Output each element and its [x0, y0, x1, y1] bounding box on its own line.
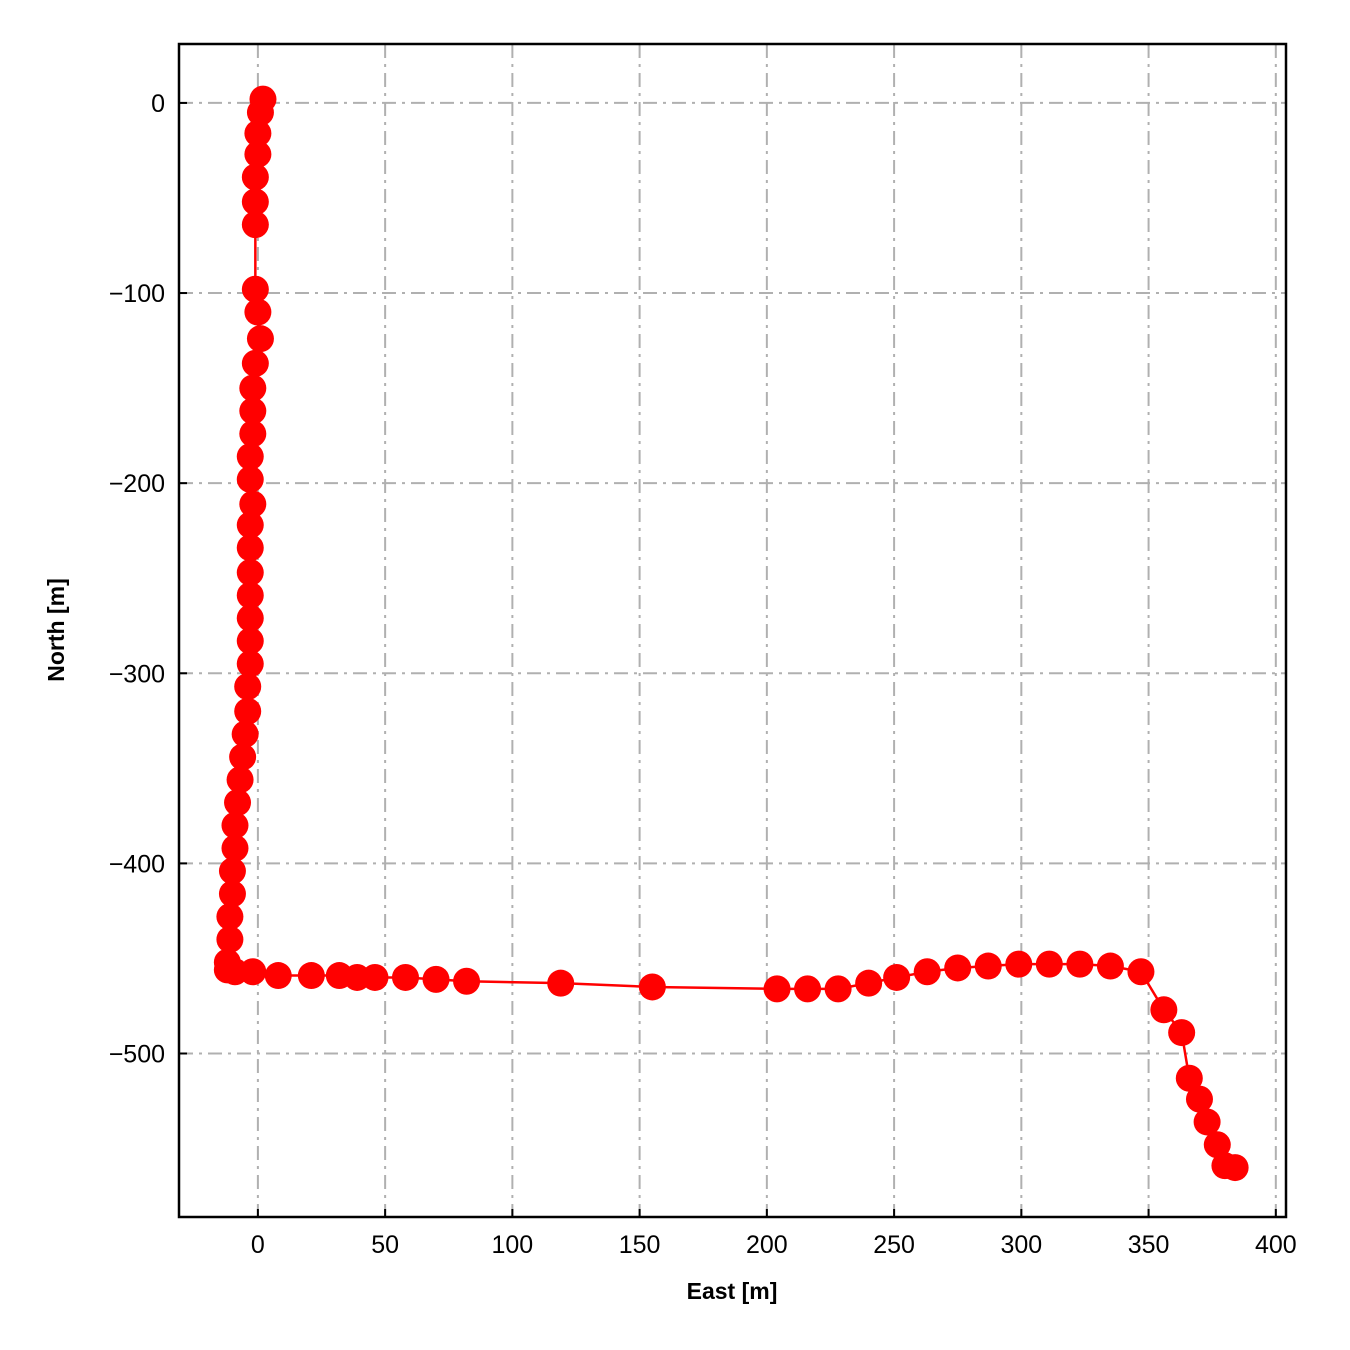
x-tick-label: 50	[371, 1231, 399, 1259]
trajectory-point	[547, 969, 575, 997]
trajectory-point	[239, 490, 267, 518]
trajectory-point	[241, 163, 269, 191]
trajectory-point	[1193, 1108, 1221, 1136]
trajectory-point	[241, 275, 269, 303]
x-tick-label: 300	[1000, 1231, 1042, 1259]
trajectory-point	[855, 969, 883, 997]
trajectory-point	[264, 962, 292, 990]
trajectory-point	[236, 559, 264, 587]
trajectory-point	[236, 650, 264, 678]
trajectory-point	[239, 397, 267, 425]
trajectory-point	[1168, 1019, 1196, 1047]
trajectory-point	[244, 140, 272, 168]
trajectory-point	[218, 857, 246, 885]
trajectory-point	[221, 834, 249, 862]
trajectory-point	[236, 534, 264, 562]
y-axis-ticks: 0 −100 −200 −300 −400 −500	[109, 90, 187, 1069]
y-tick-label: −400	[109, 850, 165, 878]
y-tick-label: −300	[109, 660, 165, 688]
trajectory-point	[244, 298, 272, 326]
x-axis-label: East [m]	[687, 1278, 778, 1304]
trajectory-point	[824, 975, 852, 1003]
trajectory-point	[1221, 1154, 1249, 1182]
trajectory-point	[239, 374, 267, 402]
trajectory-point	[1066, 950, 1094, 978]
grid	[179, 44, 1286, 1217]
trajectory-point	[638, 973, 666, 1001]
x-tick-label: 350	[1128, 1231, 1170, 1259]
trajectory-point	[1127, 958, 1155, 986]
trajectory-point	[236, 511, 264, 539]
trajectory-point	[1175, 1064, 1203, 1092]
x-tick-label: 250	[873, 1231, 915, 1259]
trajectory-point	[422, 965, 450, 993]
trajectory-point	[763, 975, 791, 1003]
trajectory-point	[361, 963, 389, 991]
y-tick-label: 0	[151, 90, 165, 118]
x-tick-label: 100	[492, 1231, 534, 1259]
x-axis-ticks: 0 50 100 150 200 250 300 350 400	[251, 1209, 1297, 1259]
y-tick-label: −200	[109, 470, 165, 498]
trajectory-point	[246, 98, 274, 126]
trajectory-point	[239, 420, 267, 448]
trajectory-point	[216, 925, 244, 953]
trajectory-point	[221, 811, 249, 839]
trajectory-point	[1096, 952, 1124, 980]
trajectory-point	[229, 743, 257, 771]
x-tick-label: 400	[1255, 1231, 1297, 1259]
trajectory-point	[974, 952, 1002, 980]
trajectory-point	[944, 954, 972, 982]
trajectory-line	[226, 98, 1236, 1169]
series-layer	[213, 85, 1249, 1182]
trajectory-point	[236, 443, 264, 471]
trajectory-point	[244, 119, 272, 147]
trajectory-point	[794, 975, 822, 1003]
trajectory-point	[236, 604, 264, 632]
trajectory-point	[241, 188, 269, 216]
x-tick-label: 200	[746, 1231, 788, 1259]
trajectory-point	[391, 963, 419, 991]
trajectory-point	[241, 349, 269, 377]
trajectory-point	[224, 789, 252, 817]
trajectory-point	[234, 673, 262, 701]
trajectory-point	[246, 325, 274, 353]
x-tick-label: 0	[251, 1231, 265, 1259]
trajectory-point	[236, 627, 264, 655]
trajectory-point	[236, 465, 264, 493]
trajectory-point	[1185, 1085, 1213, 1113]
trajectory-point	[226, 766, 254, 794]
plot-frame	[177, 42, 1288, 1219]
trajectory-point	[234, 697, 262, 725]
y-tick-label: −500	[109, 1041, 165, 1069]
trajectory-point	[236, 581, 264, 609]
trajectory-point	[297, 962, 325, 990]
trajectory-point	[1035, 950, 1063, 978]
trajectory-point	[453, 967, 481, 995]
trajectory-point	[883, 963, 911, 991]
trajectory-point	[239, 958, 267, 986]
trajectory-point	[913, 958, 941, 986]
trajectory-point	[241, 211, 269, 239]
trajectory-point	[1005, 950, 1033, 978]
trajectory-point	[1203, 1131, 1231, 1159]
x-tick-label: 150	[619, 1231, 661, 1259]
y-axis-label: North [m]	[43, 578, 69, 681]
y-tick-label: −100	[109, 280, 165, 308]
trajectory-point	[216, 903, 244, 931]
trajectory-point	[1150, 996, 1178, 1024]
trajectory-point	[218, 880, 246, 908]
trajectory-point	[231, 720, 259, 748]
